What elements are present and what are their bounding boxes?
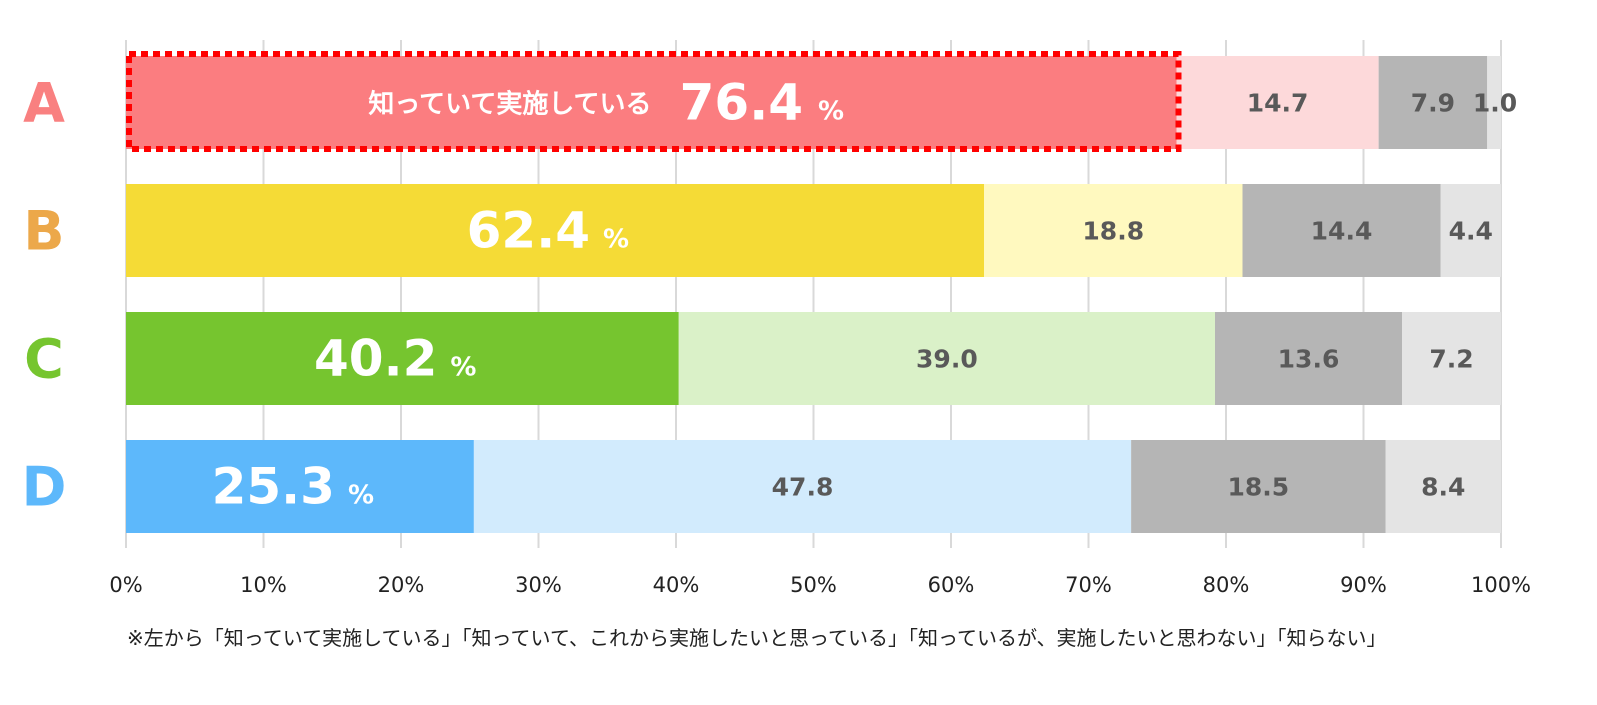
value-label: 14.7 — [1247, 89, 1309, 118]
category-label: A — [23, 72, 65, 135]
value-label: 7.9 — [1411, 89, 1455, 118]
bar-segment — [126, 440, 474, 533]
x-tick-label: 100% — [1471, 573, 1531, 597]
bar-segment — [1440, 184, 1501, 277]
bar-segment — [1402, 312, 1501, 405]
x-tick-label: 20% — [378, 573, 425, 597]
x-tick-label: 60% — [928, 573, 975, 597]
value-label: 39.0 — [916, 345, 978, 374]
bar-segment — [1242, 184, 1441, 277]
highlight-frame — [126, 51, 1182, 152]
category-label: C — [24, 328, 64, 391]
value-label: 76.4 — [680, 74, 803, 132]
x-tick-label: 50% — [790, 573, 837, 597]
bar-segment — [126, 312, 679, 405]
value-label: 13.6 — [1278, 345, 1340, 374]
value-labels: 知っていて実施している 76.4% 14.7 7.9 1.0 62.4% 18.8 14.4 4… — [212, 74, 1518, 516]
x-tick-label: 30% — [515, 573, 562, 597]
value-label: 14.4 — [1311, 217, 1373, 246]
value-label: 1.0 — [1473, 89, 1517, 118]
value-label: 25.3 — [212, 458, 335, 516]
bar-segment — [126, 56, 1177, 149]
unit-label: % — [450, 353, 476, 383]
unit-label: % — [818, 97, 844, 127]
highlight-caption: 知っていて実施している — [368, 89, 651, 120]
bar-segment — [1176, 56, 1379, 149]
bar-segment — [984, 184, 1243, 277]
bar-segment — [473, 440, 1132, 533]
bar-segment — [1487, 56, 1501, 149]
x-tick-label: 0% — [109, 573, 142, 597]
x-tick-label: 90% — [1340, 573, 1387, 597]
value-label: 62.4 — [467, 202, 590, 260]
bar-segment — [1385, 440, 1501, 533]
x-axis-ticks: 0% 10% 20% 30% 40% 50% 60% 70% 80% 90% 100% — [109, 573, 1531, 597]
footnote: ※左から「知っていて実施している」「知っていて、これから実施したいと思っている」… — [127, 626, 1387, 650]
x-tick-label: 10% — [240, 573, 287, 597]
bar-segment — [678, 312, 1215, 405]
x-tick-label: 40% — [653, 573, 700, 597]
bar-segments — [126, 56, 1501, 533]
value-label: 18.5 — [1227, 473, 1289, 502]
category-label: B — [23, 200, 64, 263]
value-label: 4.4 — [1449, 217, 1493, 246]
x-tick-label: 70% — [1065, 573, 1112, 597]
bar-segment — [1131, 440, 1386, 533]
value-label: 18.8 — [1082, 217, 1144, 246]
bar-segment — [1378, 56, 1488, 149]
value-label: 8.4 — [1421, 473, 1465, 502]
bar-segment — [126, 184, 984, 277]
value-label: 40.2 — [314, 330, 437, 388]
bar-segment — [1215, 312, 1402, 405]
highlight-border — [126, 51, 1182, 152]
x-tick-label: 80% — [1203, 573, 1250, 597]
value-label: 7.2 — [1429, 345, 1473, 374]
category-labels: A B C D — [22, 72, 67, 519]
category-label: D — [22, 456, 67, 519]
value-label: 47.8 — [772, 473, 834, 502]
unit-label: % — [603, 225, 629, 255]
unit-label: % — [348, 481, 374, 511]
